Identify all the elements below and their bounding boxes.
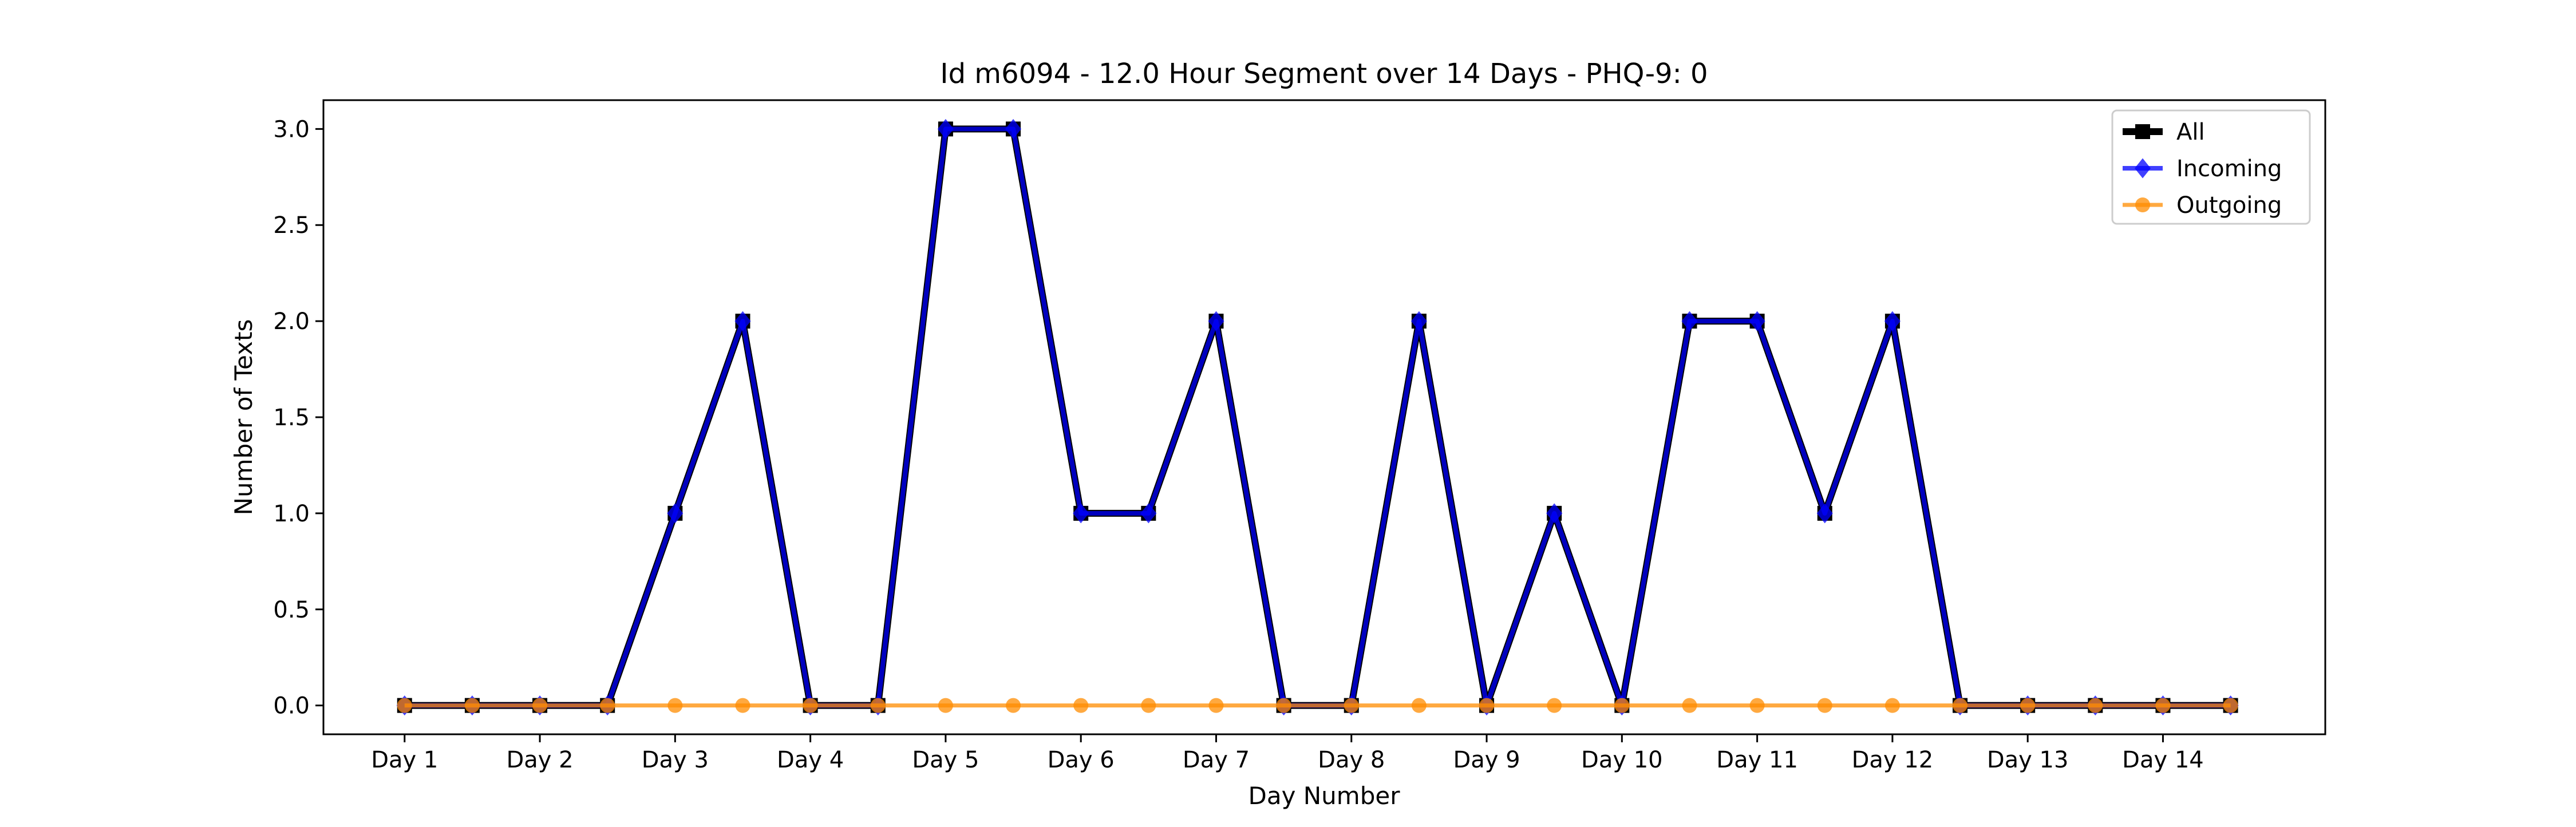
data-point-outgoing [464, 698, 480, 713]
data-point-incoming [1140, 503, 1157, 524]
data-point-outgoing [600, 698, 615, 713]
legend-marker-outgoing [2135, 197, 2150, 212]
y-tick-label: 0.5 [273, 597, 310, 623]
data-point-outgoing [1547, 698, 1562, 713]
y-axis-label: Number of Texts [230, 319, 258, 516]
x-tick-label: Day 12 [1852, 747, 1934, 773]
x-axis: Day 1 Day 2 Day 3 Day 4 Day 5 Day 6 Day 7 Day 8… [371, 734, 2204, 773]
y-axis: 0.0 0.5 1.0 1.5 2.0 2.5 3.0 [273, 116, 323, 719]
y-tick-label: 1.0 [273, 501, 310, 527]
x-tick-label: Day 8 [1318, 747, 1385, 773]
data-point-outgoing [2020, 698, 2036, 713]
data-point-outgoing [1141, 698, 1156, 713]
y-tick-label: 0.0 [273, 693, 310, 719]
x-tick-label: Day 9 [1453, 747, 1520, 773]
data-point-outgoing [938, 698, 953, 713]
data-point-incoming [667, 503, 683, 524]
data-point-outgoing [803, 698, 818, 713]
data-point-incoming [1208, 311, 1224, 331]
data-point-outgoing [1208, 698, 1224, 713]
x-tick-label: Day 1 [371, 747, 438, 773]
data-point-outgoing [1006, 698, 1021, 713]
data-point-outgoing [1276, 698, 1291, 713]
data-point-outgoing [1411, 698, 1427, 713]
data-point-outgoing [667, 698, 683, 713]
plot-area [396, 118, 2239, 716]
x-tick-label: Day 6 [1048, 747, 1115, 773]
data-point-incoming [1816, 503, 1833, 524]
data-point-outgoing [2223, 698, 2238, 713]
y-tick-label: 1.5 [273, 405, 310, 431]
legend: All Incoming Outgoing [2111, 109, 2311, 225]
data-point-incoming [1005, 118, 1022, 139]
x-tick-label: Day 4 [777, 747, 844, 773]
data-point-outgoing [1479, 698, 1495, 713]
data-point-incoming [937, 118, 954, 139]
data-point-incoming [1411, 311, 1427, 331]
legend-label-outgoing: Outgoing [2176, 192, 2282, 219]
chart-title: Id m6094 - 12.0 Hour Segment over 14 Day… [940, 58, 1708, 90]
x-tick-label: Day 13 [1987, 747, 2069, 773]
legend-marker-incoming [2135, 158, 2151, 179]
data-point-outgoing [1073, 698, 1089, 713]
x-tick-label: Day 10 [1581, 747, 1663, 773]
x-axis-label: Day Number [1248, 782, 1400, 810]
y-tick-label: 3.0 [273, 116, 310, 143]
legend-box [2111, 109, 2311, 225]
data-point-outgoing [1682, 698, 1697, 713]
data-point-outgoing [1749, 698, 1765, 713]
x-tick-label: Day 7 [1183, 747, 1250, 773]
x-tick-label: Day 2 [506, 747, 573, 773]
legend-label-all: All [2176, 119, 2205, 145]
data-point-outgoing [2088, 698, 2103, 713]
data-point-outgoing [532, 698, 548, 713]
data-point-incoming [1073, 503, 1089, 524]
data-point-incoming [1884, 311, 1901, 331]
data-point-outgoing [870, 698, 886, 713]
data-point-outgoing [1953, 698, 1968, 713]
x-tick-label: Day 3 [642, 747, 709, 773]
x-tick-label: Day 5 [912, 747, 979, 773]
data-point-outgoing [1817, 698, 1832, 713]
data-point-outgoing [2155, 698, 2171, 713]
data-point-outgoing [1884, 698, 1900, 713]
data-point-outgoing [1344, 698, 1359, 713]
legend-label-incoming: Incoming [2176, 156, 2282, 182]
data-point-incoming [1681, 311, 1698, 331]
y-tick-label: 2.0 [273, 308, 310, 335]
data-point-outgoing [1614, 698, 1630, 713]
data-point-outgoing [397, 698, 412, 713]
data-point-outgoing [735, 698, 750, 713]
data-point-incoming [1546, 503, 1563, 524]
legend-marker-all [2135, 124, 2150, 139]
x-tick-label: Day 11 [1716, 747, 1798, 773]
y-tick-label: 2.5 [273, 212, 310, 239]
data-point-incoming [734, 311, 751, 331]
data-point-incoming [1749, 311, 1765, 331]
x-tick-label: Day 14 [2122, 747, 2204, 773]
